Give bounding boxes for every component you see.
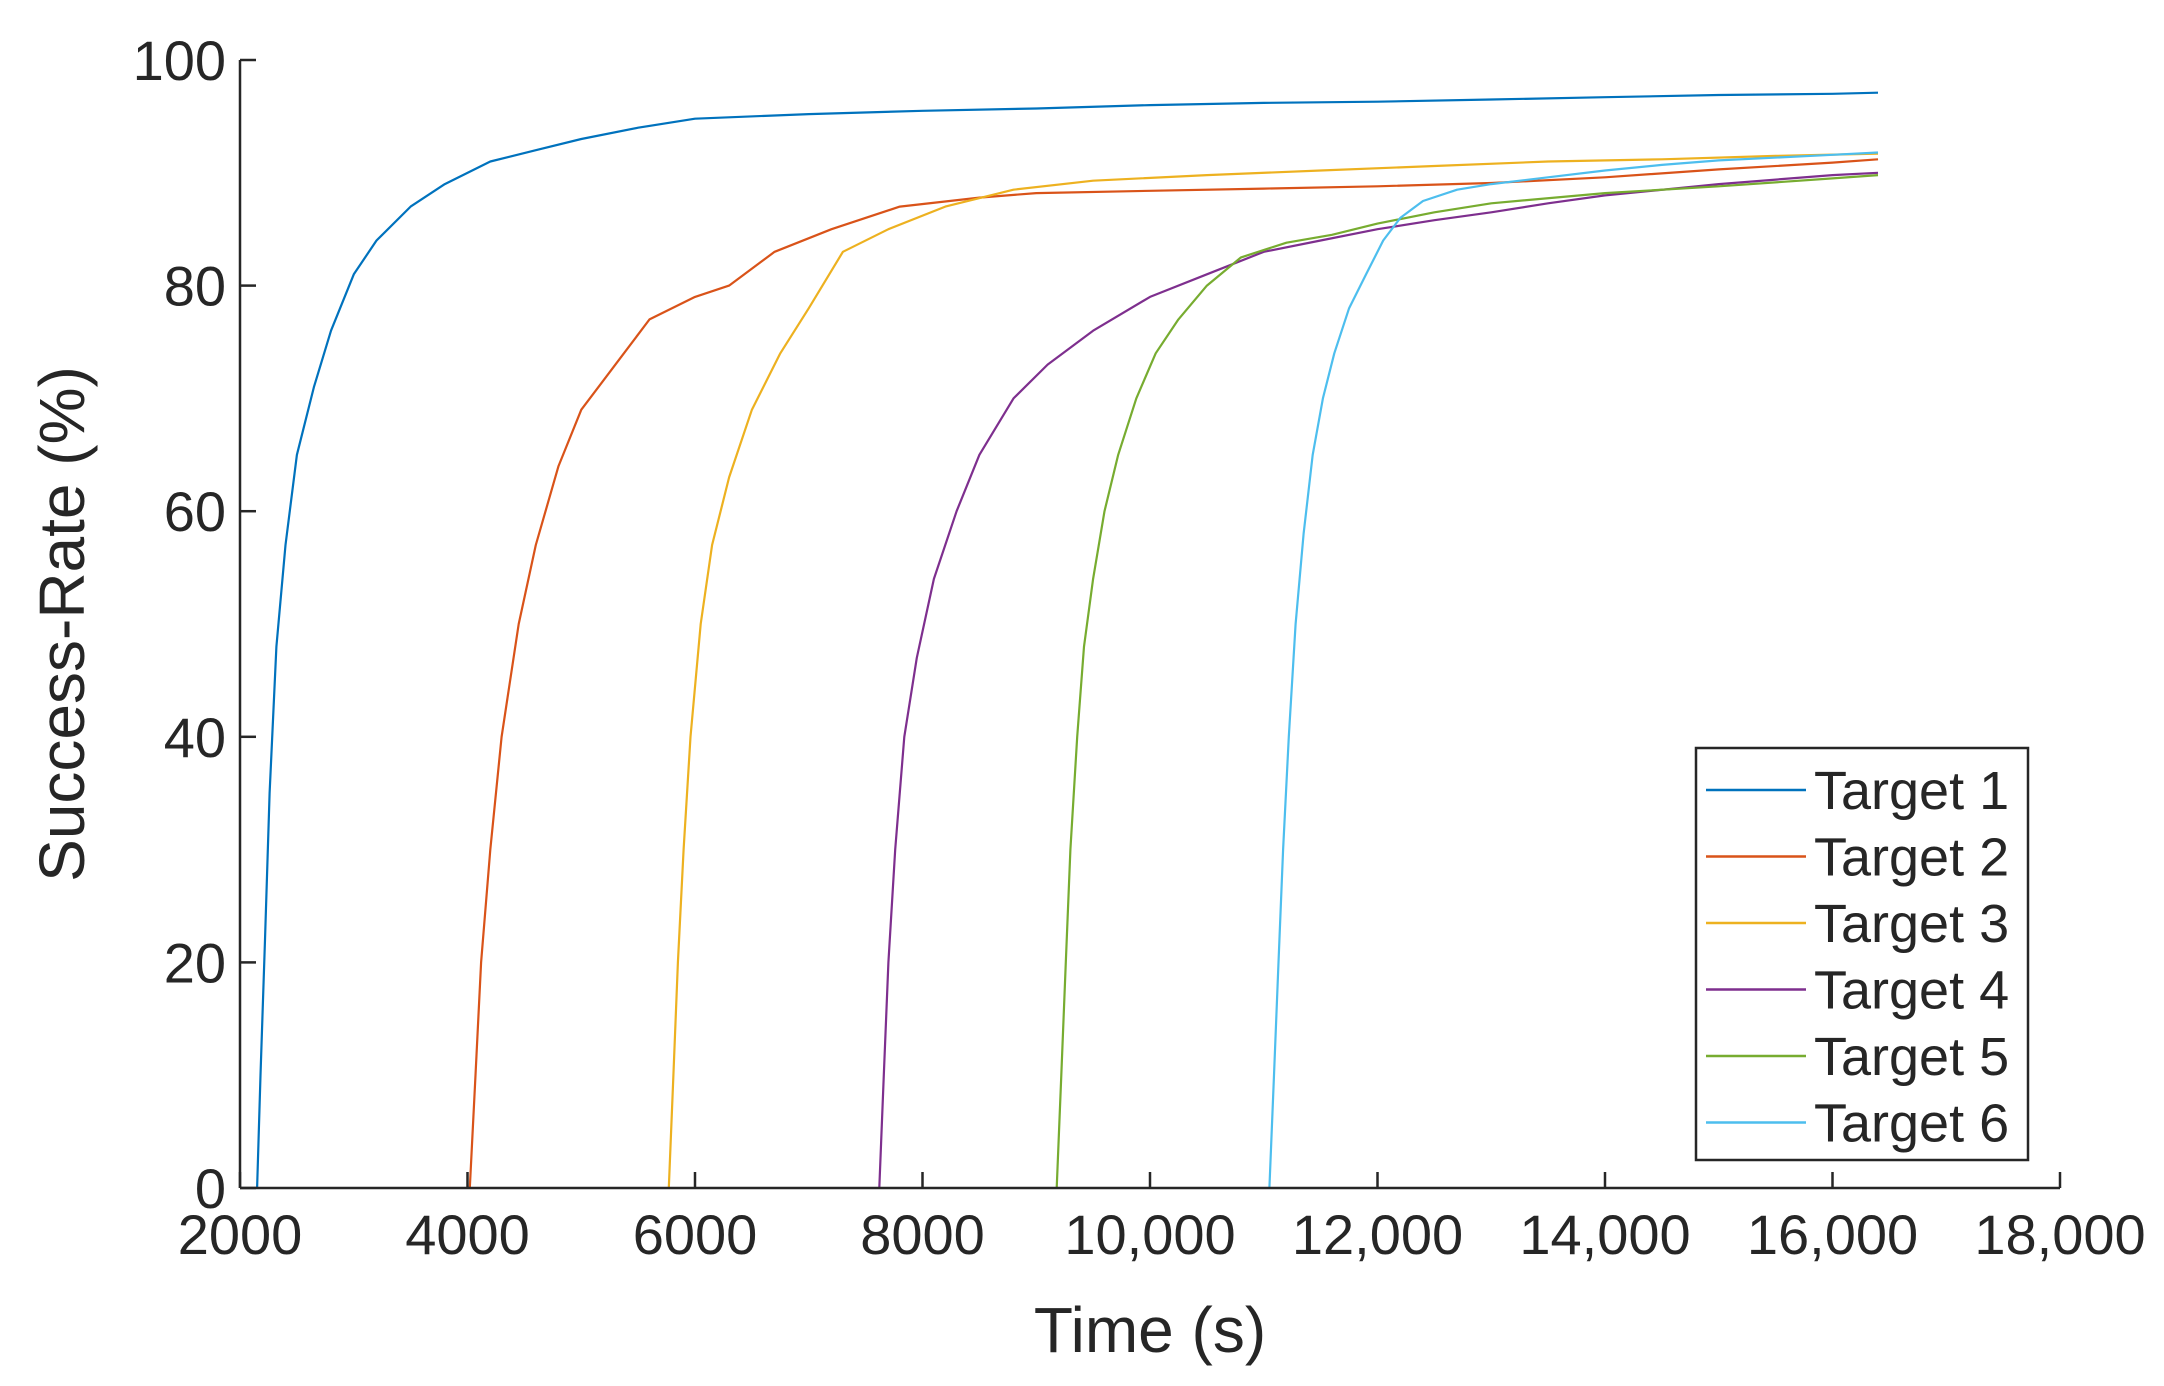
x-tick-label: 8000 xyxy=(860,1203,985,1266)
y-tick-label: 0 xyxy=(195,1157,226,1220)
y-tick-label: 40 xyxy=(164,706,226,769)
x-tick-label: 16,000 xyxy=(1747,1203,1918,1266)
x-tick-label: 12,000 xyxy=(1292,1203,1463,1266)
x-tick-label: 14,000 xyxy=(1519,1203,1690,1266)
y-tick-label: 80 xyxy=(164,255,226,318)
legend-label-target-3: Target 3 xyxy=(1814,894,2009,954)
series-line-target-6 xyxy=(1268,151,1879,1189)
x-tick-label: 10,000 xyxy=(1064,1203,1235,1266)
y-tick-label: 100 xyxy=(133,29,226,92)
series-line-target-3 xyxy=(667,152,1879,1189)
legend-label-target-1: Target 1 xyxy=(1814,761,2009,821)
series-line-target-4 xyxy=(878,171,1879,1189)
x-tick-label: 4000 xyxy=(405,1203,530,1266)
y-tick-label: 20 xyxy=(164,931,226,994)
series-line-target-5 xyxy=(1055,174,1879,1189)
x-axis-title: Time (s) xyxy=(1034,1294,1266,1366)
y-tick-label: 60 xyxy=(164,480,226,543)
series-layer xyxy=(256,91,1879,1189)
x-tick-label: 6000 xyxy=(633,1203,758,1266)
legend-label-target-5: Target 5 xyxy=(1814,1027,2009,1087)
axes-layer: 2000 4000 6000 8000 10,000 12,000 14,000 16,000… xyxy=(133,29,2146,1266)
legend-label-target-6: Target 6 xyxy=(1814,1094,2009,1154)
x-tick-label: 2000 xyxy=(178,1203,303,1266)
series-line-target-2 xyxy=(468,158,1879,1189)
legend-box xyxy=(1694,746,2030,1162)
y-axis-title: Success-Rate (%) xyxy=(26,366,98,882)
legend-label-target-2: Target 2 xyxy=(1814,828,2009,888)
series-line-target-1 xyxy=(256,91,1879,1189)
legend-label-target-4: Target 4 xyxy=(1814,961,2009,1021)
x-tick-label: 18,000 xyxy=(1974,1203,2145,1266)
